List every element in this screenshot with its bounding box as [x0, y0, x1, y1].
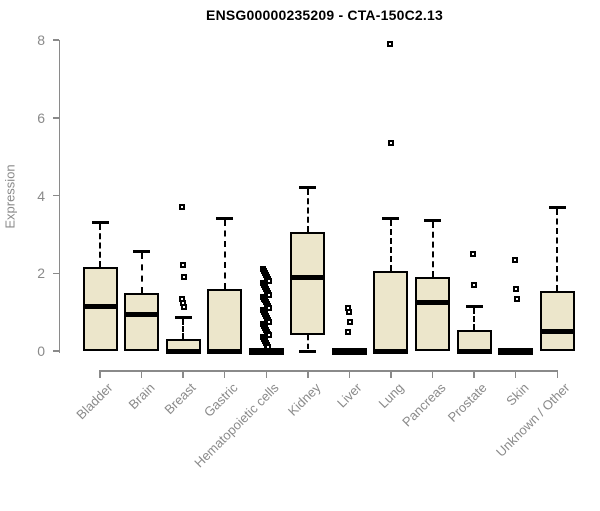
outlier-hematopoietic-cells — [266, 278, 273, 285]
y-tick-label: 0 — [37, 343, 45, 359]
whisker-upper-cap-kidney — [299, 186, 317, 190]
whisker-upper-cap-brain — [133, 250, 151, 254]
median-bladder — [82, 303, 118, 309]
x-tick — [431, 371, 434, 378]
box-flat-skin — [498, 347, 534, 355]
whisker-upper-bladder — [99, 224, 101, 268]
median-pancreas — [415, 299, 451, 305]
outlier-liver — [345, 328, 352, 335]
whisker-upper-cap-bladder — [91, 221, 109, 225]
whisker-upper-cap-unknown-other — [548, 205, 566, 209]
box-kidney — [290, 232, 326, 336]
chart-title: ENSG00000235209 - CTA-150C2.13 — [206, 7, 443, 23]
y-tick — [52, 117, 59, 119]
outlier-hematopoietic-cells — [266, 332, 273, 339]
y-axis-line — [58, 40, 60, 353]
x-tick — [140, 371, 143, 378]
x-axis-line — [99, 370, 559, 372]
y-tick-label: 6 — [37, 109, 45, 126]
x-tick — [265, 371, 268, 378]
whisker-upper-breast — [182, 319, 185, 340]
median-lung — [373, 348, 409, 354]
box-unknown-other — [539, 290, 575, 351]
outlier-skin — [513, 295, 520, 302]
outlier-hematopoietic-cells — [266, 291, 273, 298]
outlier-breast — [180, 262, 187, 269]
outlier-prostate — [470, 250, 477, 257]
expression-boxplot-chart: ENSG00000235209 - CTA-150C2.13 Expressio… — [2, 7, 575, 471]
x-tick — [307, 371, 309, 378]
y-tick — [52, 350, 59, 352]
median-gastric — [207, 348, 243, 354]
y-tick — [52, 272, 59, 274]
outlier-breast — [181, 304, 188, 311]
y-tick-label: 4 — [37, 187, 45, 204]
plot-area: 0 2 4 6 8 Bladder Brain Breast Gastric Hematopoie… — [37, 32, 575, 470]
median-brain — [124, 311, 160, 317]
outlier-skin — [511, 256, 518, 263]
whisker-upper-pancreas — [431, 222, 434, 278]
whisker-upper-brain — [140, 253, 143, 293]
box-brain — [124, 292, 160, 351]
whisker-upper-gastric — [223, 220, 226, 289]
x-tick — [514, 371, 517, 378]
y-tick — [52, 39, 59, 41]
outlier-liver — [347, 318, 354, 325]
median-prostate — [456, 348, 492, 354]
whisker-lower-cap-kidney — [299, 349, 317, 353]
outlier-lung — [386, 40, 393, 47]
outlier-lung — [387, 140, 394, 147]
outlier-skin — [512, 285, 519, 292]
outlier-hematopoietic-cells — [265, 344, 272, 351]
whisker-upper-lung — [389, 220, 392, 272]
y-tick-label: 8 — [37, 32, 45, 48]
outlier-hematopoietic-cells — [266, 305, 273, 312]
whisker-upper-unknown-other — [556, 208, 559, 291]
whisker-upper-cap-pancreas — [424, 219, 442, 223]
y-tick-label: 2 — [37, 265, 45, 282]
median-breast — [165, 348, 201, 354]
x-tick — [348, 371, 351, 378]
whisker-upper-cap-prostate — [465, 304, 483, 308]
box-flat-liver — [331, 347, 367, 355]
x-tick — [390, 371, 392, 378]
box-flat-hematopoietic-cells — [248, 347, 284, 355]
x-tick — [99, 371, 101, 378]
x-tick — [473, 371, 475, 378]
box-bladder — [82, 267, 118, 351]
median-unknown-other — [539, 329, 575, 335]
whisker-lower-kidney — [306, 335, 309, 350]
outlier-hematopoietic-cells — [266, 318, 273, 325]
whisker-upper-prostate — [473, 307, 476, 330]
x-tick — [556, 371, 559, 378]
outlier-breast — [179, 204, 186, 211]
x-tick — [182, 371, 184, 378]
x-tick — [223, 371, 226, 378]
outlier-breast — [181, 274, 188, 281]
whisker-upper-kidney — [306, 189, 309, 233]
whisker-upper-cap-lung — [382, 217, 400, 221]
y-tick — [52, 194, 59, 197]
whisker-upper-cap-gastric — [216, 217, 234, 221]
median-kidney — [290, 274, 326, 280]
outlier-prostate — [471, 281, 478, 288]
outlier-liver — [346, 309, 353, 316]
box-gastric — [207, 288, 243, 351]
whisker-upper-cap-breast — [174, 316, 192, 320]
box-pancreas — [415, 277, 451, 351]
box-lung — [373, 271, 409, 351]
